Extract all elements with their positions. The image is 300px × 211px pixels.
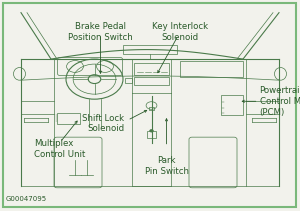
Bar [180, 61, 243, 77]
Text: Powertrain
Control Module
(PCM): Powertrain Control Module (PCM) [260, 86, 300, 116]
Text: Key Interlock
Solenoid: Key Interlock Solenoid [152, 22, 208, 42]
Text: Park
Pin Switch: Park Pin Switch [145, 156, 188, 176]
Text: G00047095: G00047095 [6, 196, 47, 202]
Bar [57, 113, 80, 124]
Text: Multiplex
Control Unit: Multiplex Control Unit [34, 139, 86, 159]
Bar [134, 63, 169, 75]
Text: Shift Lock
Solenoid: Shift Lock Solenoid [82, 114, 124, 133]
Text: Brake Pedal
Position Switch: Brake Pedal Position Switch [68, 22, 133, 42]
Bar [123, 45, 177, 54]
Circle shape [150, 130, 153, 132]
Bar [149, 107, 154, 110]
Bar [124, 78, 132, 83]
Bar [147, 131, 156, 138]
Bar [134, 77, 169, 85]
Bar [220, 95, 243, 115]
